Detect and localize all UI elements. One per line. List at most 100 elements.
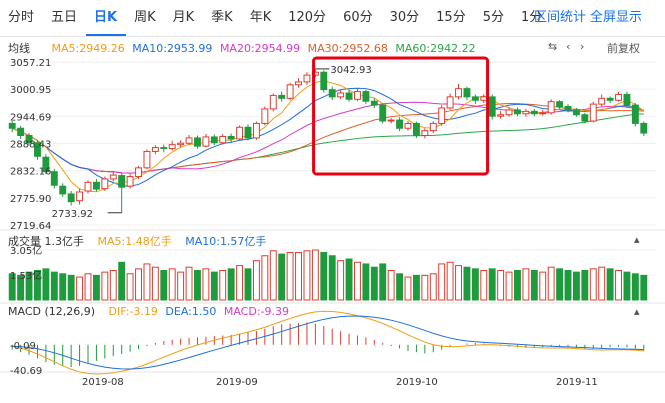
candle-body <box>581 114 589 122</box>
volume-bar <box>396 273 404 301</box>
volume-legend: 成交量 1.3亿手 MA5:1.48亿手 MA10:1.57亿手 <box>8 233 270 249</box>
x-tick-label: 2019-09 <box>216 377 258 388</box>
volume-bar <box>640 274 648 301</box>
candle-body <box>185 137 193 144</box>
volume-bar <box>202 268 210 301</box>
tab-8[interactable]: 60分 <box>343 10 373 25</box>
price-tick-label: 2775.90 <box>10 194 51 205</box>
candle-body <box>269 94 277 110</box>
volume-bar <box>631 273 639 301</box>
volume-bar <box>227 268 235 301</box>
macd-settings-icon[interactable]: ▴ <box>634 305 640 318</box>
ma-label: 均线 <box>8 42 30 55</box>
volume-bar <box>219 269 227 301</box>
volume-bar <box>194 269 201 301</box>
volume-bar <box>286 251 294 301</box>
volume-bar <box>387 269 395 301</box>
candle-body <box>295 81 302 86</box>
tab-11[interactable]: 5分 <box>482 10 504 25</box>
tab-0[interactable]: 分时 <box>8 10 35 25</box>
volume-bar <box>210 271 218 301</box>
dif-value: DIF:-3.19 <box>108 305 158 318</box>
fullscreen-link[interactable]: 全屏显示 <box>590 10 643 25</box>
candle-body <box>438 107 446 124</box>
volume-bar <box>42 268 50 301</box>
candle-body <box>455 88 462 98</box>
volume-bar <box>177 271 185 301</box>
candle-body <box>219 135 227 144</box>
interval-stats-link[interactable]: 区间统计 <box>534 10 587 25</box>
tab-6[interactable]: 年K <box>249 10 272 25</box>
candle-body <box>623 93 631 106</box>
candle-body <box>396 119 404 129</box>
swap-icon[interactable]: ⇆ <box>548 40 558 53</box>
volume-bar <box>50 271 58 301</box>
candle-body <box>522 110 530 115</box>
candle-body <box>42 156 50 173</box>
candle-body <box>463 88 471 98</box>
adjust-toggle[interactable]: 前复权 <box>607 42 640 55</box>
volume-bar <box>446 261 454 301</box>
volume-bar <box>539 271 547 301</box>
volume-bar <box>379 263 387 301</box>
candle-body <box>354 91 361 100</box>
tabs-divider <box>0 36 665 37</box>
candle-body <box>640 122 648 134</box>
volume-bar <box>17 274 25 301</box>
candle-body <box>505 109 513 116</box>
candle-body <box>227 135 235 140</box>
candle-body <box>556 101 564 108</box>
macd-value: MACD:-9.39 <box>223 305 289 318</box>
tab-2[interactable]: 日K <box>86 0 127 36</box>
ma60-value: MA60:2942.22 <box>395 42 476 55</box>
candle-body <box>488 96 496 117</box>
volume-bar <box>589 268 597 301</box>
candle-body <box>337 92 345 98</box>
volume-bar <box>421 274 429 301</box>
candle-body <box>497 114 505 117</box>
candle-body <box>34 142 41 157</box>
candle-body <box>514 109 521 115</box>
volume-bar <box>67 274 75 301</box>
vol-ma5-value: MA5:1.48亿手 <box>97 235 172 248</box>
volume-bar <box>269 250 277 301</box>
tab-5[interactable]: 季K <box>211 10 233 25</box>
tab-9[interactable]: 30分 <box>389 10 420 25</box>
volume-bar <box>244 268 252 301</box>
volume-bar <box>168 268 176 301</box>
high-label: 3042.93 <box>330 65 371 76</box>
period-tabs: 分时 五日 日K 周K 月K 季K 年K 120分 60分 30分 15分 5分 1分 <box>0 0 665 36</box>
tab-3[interactable]: 周K <box>134 10 156 25</box>
tab-12[interactable]: 1分 <box>520 10 543 25</box>
ma30-value: MA30:2952.68 <box>307 42 388 55</box>
volume-bar <box>564 269 572 301</box>
candle-body <box>76 191 84 202</box>
ma30-line <box>12 102 644 174</box>
highlight-box <box>312 56 490 176</box>
volume-bar <box>25 271 33 301</box>
candle-body <box>50 171 58 186</box>
volume-settings-icon[interactable]: ▴ <box>634 233 640 246</box>
tab-4[interactable]: 月K <box>172 10 195 25</box>
price-tick-label: 3057.21 <box>10 58 51 69</box>
tab-7[interactable]: 120分 <box>288 10 327 25</box>
volume-bar <box>236 265 244 301</box>
volume-bar <box>109 269 117 301</box>
ma5-line <box>12 80 645 193</box>
candle-body <box>530 110 538 115</box>
candle-body <box>572 109 580 116</box>
candle-body <box>471 96 479 101</box>
candle-body <box>278 94 286 99</box>
volume-bar <box>8 273 16 301</box>
tab-10[interactable]: 15分 <box>436 10 466 25</box>
tab-1[interactable]: 五日 <box>51 10 78 25</box>
vol-ma10-value: MA10:1.57亿手 <box>185 235 267 248</box>
dea-value: DEA:1.50 <box>165 305 217 318</box>
arrow-left-icon[interactable]: ‹ <box>566 40 571 53</box>
candle-body <box>236 126 244 140</box>
volume-label: 成交量 1.3亿手 <box>8 235 84 248</box>
volume-bar <box>118 261 126 301</box>
volume-bar <box>278 253 286 301</box>
arrow-right-icon[interactable]: › <box>580 40 585 53</box>
